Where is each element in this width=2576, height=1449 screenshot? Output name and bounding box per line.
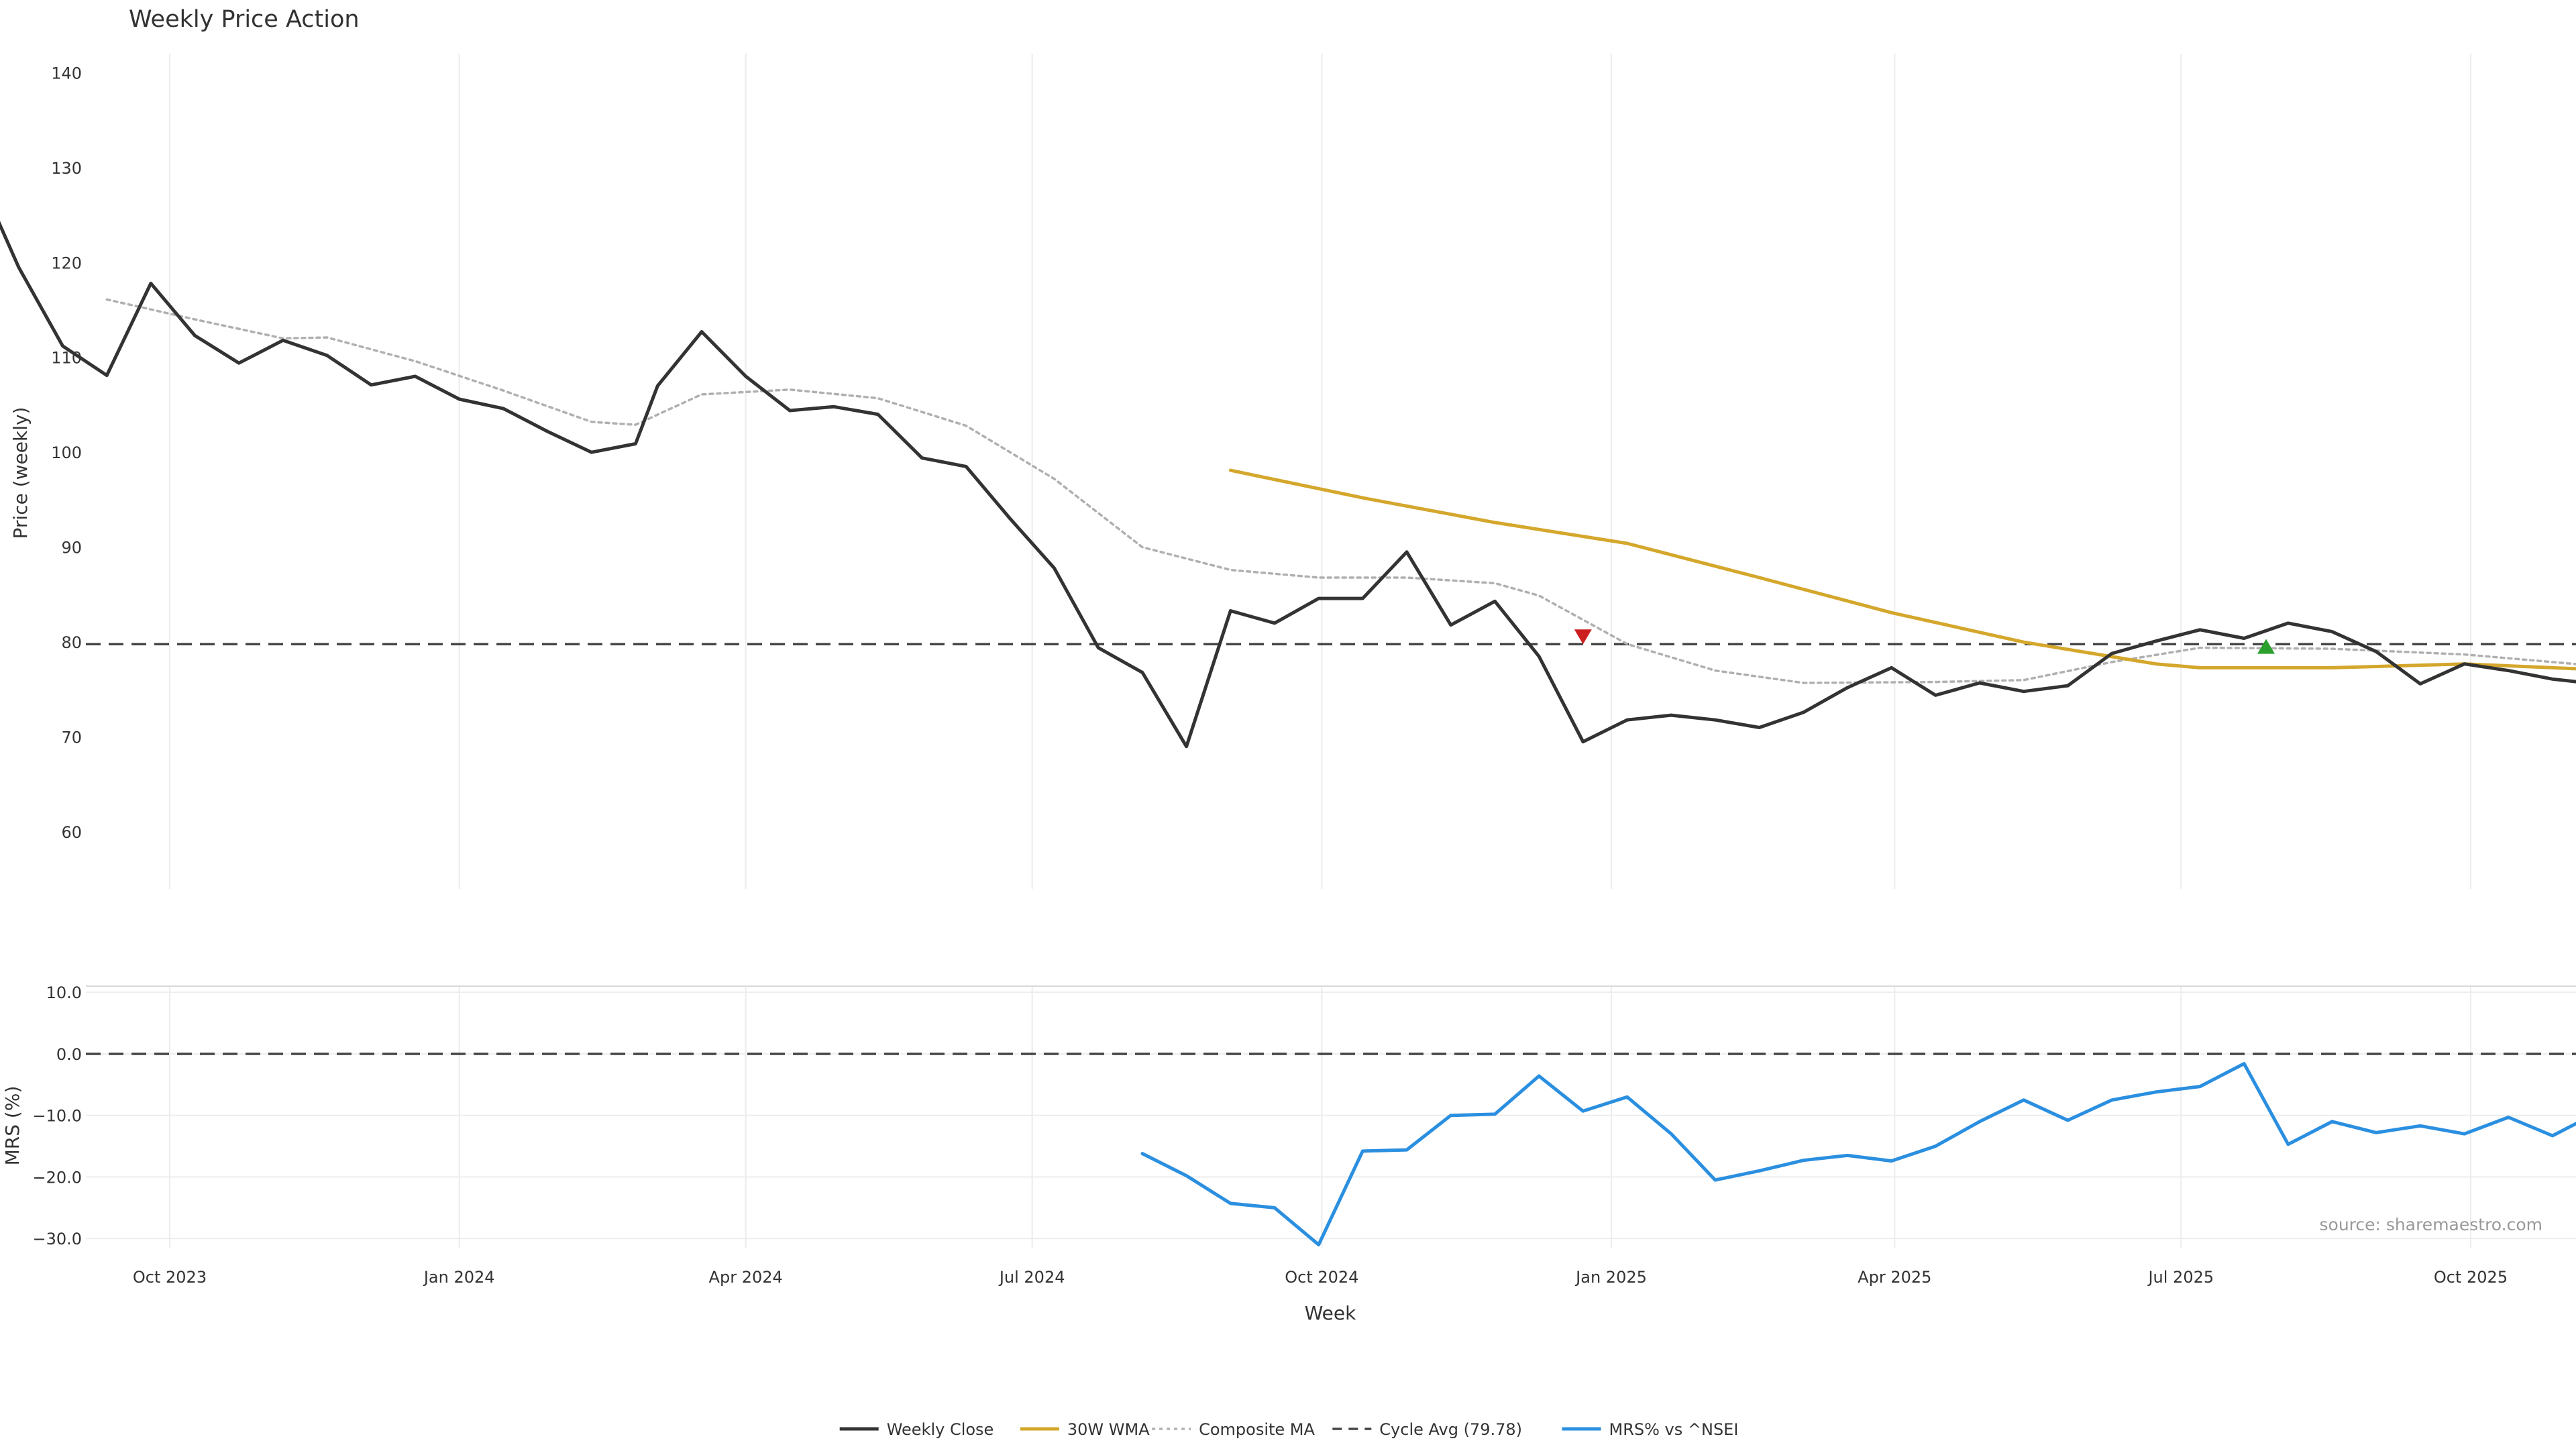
price-y-tick-label: 130: [51, 159, 82, 178]
sell-signal-marker: [1574, 629, 1592, 645]
price-y-tick-label: 110: [51, 349, 82, 368]
chart-legend: Weekly Close 30W WMA Composite MA Cycle Avg…: [839, 1420, 1739, 1439]
mrs-mrs-vs-nsei-line: [1140, 1062, 2576, 1246]
x-tick-label: Jul 2025: [2147, 1268, 2214, 1287]
mrs-panel-series: [86, 1053, 2576, 1246]
x-tick-label: Oct 2025: [2434, 1268, 2508, 1287]
chart-title: Weekly Price Action: [129, 6, 360, 33]
mrs-y-tick-label: 10.0: [46, 983, 82, 1002]
x-tick-label: Apr 2025: [1858, 1268, 1931, 1287]
price-y-tick-label: 60: [61, 823, 82, 842]
legend-label-mrs-vs-nsei: MRS% vs ^NSEI: [1609, 1420, 1739, 1439]
mrs-y-axis-label: MRS (%): [1, 1086, 23, 1166]
legend-label-30w-wma: 30W WMA: [1067, 1420, 1150, 1439]
price-y-tick-label: 90: [61, 539, 82, 557]
price-panel-series: [0, 221, 2576, 749]
price-panel-gridlines: [169, 54, 2471, 889]
source-note: source: sharemaestro.com: [2320, 1215, 2543, 1234]
price-y-axis-label: Price (weekly): [9, 407, 32, 539]
x-tick-label: Oct 2023: [133, 1268, 207, 1287]
price-weekly-close-line: [0, 221, 2576, 749]
mrs-y-tick-label: −30.0: [32, 1230, 82, 1248]
mrs-y-tick-label: −10.0: [32, 1107, 82, 1126]
mrs-y-tick-label: −20.0: [32, 1168, 82, 1187]
legend-label-weekly-close: Weekly Close: [887, 1420, 994, 1439]
price-panel-y-ticks: 140 130 120 110 100 90 80 70 60: [51, 64, 82, 842]
legend-label-composite-ma: Composite MA: [1199, 1420, 1315, 1439]
x-tick-label: Jul 2024: [998, 1268, 1065, 1287]
mrs-panel-y-ticks: 10.0 0.0 −10.0 −20.0 −30.0: [32, 983, 82, 1248]
x-axis-ticks: Oct 2023 Jan 2024 Apr 2024 Jul 2024 Oct 2024…: [133, 1268, 2508, 1287]
x-tick-label: Oct 2024: [1285, 1268, 1358, 1287]
buy-signal-marker: [2257, 639, 2275, 654]
x-tick-label: Apr 2024: [709, 1268, 783, 1287]
x-tick-label: Jan 2024: [423, 1268, 495, 1287]
price-y-tick-label: 100: [51, 443, 82, 462]
mrs-y-tick-label: 0.0: [56, 1045, 82, 1064]
legend-label-cycle-avg-79-78: Cycle Avg (79.78): [1379, 1420, 1522, 1439]
price-y-tick-label: 80: [61, 633, 82, 652]
price-30w-wma-line: [1228, 468, 2576, 671]
price-y-tick-label: 120: [51, 254, 82, 272]
price-y-tick-label: 140: [51, 64, 82, 83]
x-axis-label: Week: [1305, 1302, 1356, 1324]
x-tick-label: Jan 2025: [1574, 1268, 1647, 1287]
price-y-tick-label: 70: [61, 729, 82, 747]
mrs-panel-gridlines: [86, 985, 2576, 1248]
price-panel-markers: [1574, 629, 2275, 654]
price-composite-ma-line: [105, 298, 2576, 684]
